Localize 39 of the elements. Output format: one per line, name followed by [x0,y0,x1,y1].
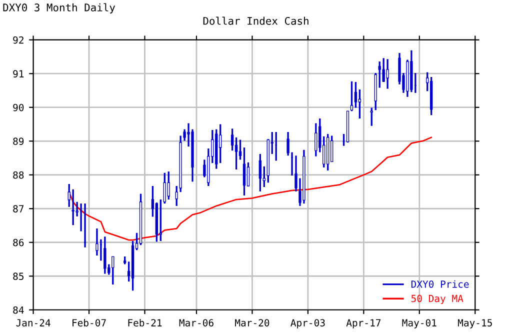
candlestick [370,106,373,127]
candlestick [354,81,358,109]
y-tick-label: 89 [13,138,24,145]
x-tick-label: Feb-07 [72,318,106,326]
candlestick [159,198,162,242]
candlestick [386,58,389,90]
x-tick-label: May-15 [458,319,492,328]
y-tick-label: 84 [13,306,24,314]
x-tick-label: Feb-21 [128,318,162,326]
legend-label: DXY0 Price [411,280,469,288]
candlestick [314,122,318,158]
chart-title: Dollar Index Cash [203,16,308,25]
candlestick [104,236,106,275]
x-tick-label: Apr-17 [346,319,381,328]
candlestick [258,153,262,192]
legend-label: 50 Day MA [411,294,464,304]
candlestick [163,172,166,204]
x-tick-label: May-01 [402,319,436,328]
candlestick [96,228,98,256]
y-tick-label: 86 [13,238,24,246]
y-tick-label: 88 [13,171,24,179]
candlestick [378,60,381,89]
text: DXY0 3 Month Daily [3,3,116,14]
y-tick-label: 87 [13,205,24,212]
y-tick-label: 85 [13,272,24,280]
candlestick [72,188,74,226]
x-tick-label: Mar-06 [179,319,214,326]
x-tick-label: Apr-03 [290,319,325,328]
x-tick-label: Jan-24 [16,319,50,326]
candlestick [358,88,362,120]
y-tick-label: 90 [13,104,24,112]
y-tick-label: 92 [13,36,24,44]
candlestick [350,80,354,112]
candlestick [167,170,170,200]
candlestick [112,256,114,286]
y-tick-label: 91 [13,70,24,78]
candlestick [330,134,334,163]
candlestick [68,183,70,208]
x-tick-label: Mar-20 [235,319,270,326]
